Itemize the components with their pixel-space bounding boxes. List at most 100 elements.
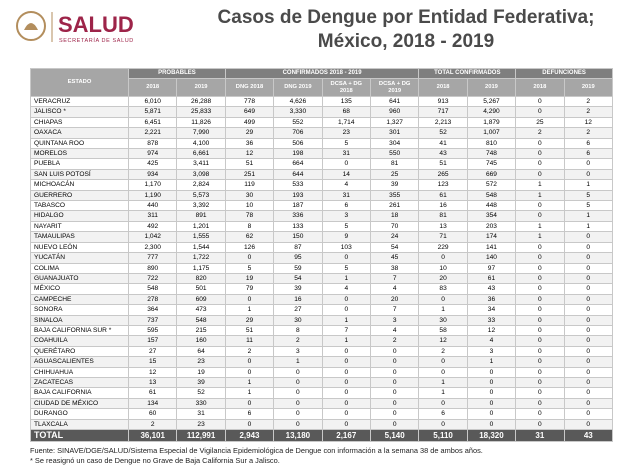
cell: 45: [369, 252, 420, 264]
cell: 61: [466, 272, 517, 285]
cell: 1: [418, 387, 468, 399]
cell: 140: [466, 252, 517, 264]
cell: 83: [418, 283, 468, 295]
cell: 2: [563, 127, 613, 139]
state-name: SONORA: [30, 304, 129, 316]
table-row: ZACATECAS 13 39 1 0 0 0 1 0 0 0: [30, 376, 613, 389]
cell: 0: [273, 418, 323, 431]
cell: 0: [321, 252, 371, 264]
logo-subtitle: SECRETARÍA DE SALUD: [59, 37, 134, 44]
total-cell: 13,180: [273, 429, 323, 442]
column-header: DCSA + DG 2018: [321, 78, 371, 97]
cell: 0: [321, 408, 371, 420]
cell: 913: [418, 95, 468, 108]
cell: 27: [273, 304, 323, 316]
cell: 215: [176, 324, 226, 337]
cell: 1: [224, 376, 275, 389]
total-cell: 2,943: [224, 429, 275, 442]
cell: 1: [515, 220, 565, 233]
cell: 3,098: [176, 168, 226, 181]
cell: 39: [273, 283, 323, 295]
title-line: Casos de Dengue por Entidad Federativa;: [217, 7, 595, 28]
cell: 0: [273, 376, 323, 389]
cell: 36: [224, 137, 275, 150]
cell: 71: [418, 231, 468, 243]
cell: 19: [224, 272, 275, 285]
cell: 126: [224, 241, 275, 254]
cell: 0: [369, 376, 420, 389]
cell: 24: [369, 231, 420, 243]
cell: 36: [466, 293, 517, 306]
cell: 0: [466, 397, 517, 410]
cell: 1: [515, 189, 565, 202]
cell: 25,833: [176, 106, 226, 118]
cell: 0: [515, 387, 565, 399]
table-row: CHIHUAHUA 12 19 0 0 0 0 0 0 0 0: [30, 366, 613, 378]
column-header: DCSA + DG 2019: [369, 78, 420, 97]
state-name: PUEBLA: [30, 158, 129, 170]
cell: 43: [418, 148, 468, 160]
cell: 54: [273, 272, 323, 285]
cell: 3,330: [273, 106, 323, 118]
total-cell: 43: [563, 429, 613, 442]
cell: 0: [321, 366, 371, 378]
state-name: QUERÉTARO: [30, 345, 129, 358]
cell: 157: [127, 335, 178, 347]
cell: 0: [466, 376, 517, 389]
cell: 2,221: [127, 127, 178, 139]
cell: 311: [127, 210, 178, 222]
footnotes: Fuente: SINAVE/DGE/SALUD/Sistema Especia…: [30, 446, 483, 466]
table-row: NUEVO LEÓN 2,300 1,544 126 87 103 54 229 141 0 0: [30, 241, 613, 254]
cell: 354: [466, 210, 517, 222]
cell: 4: [369, 283, 420, 295]
cell: 0: [273, 366, 323, 378]
cell: 1,714: [321, 116, 371, 129]
table-row: GUERRERO 1,190 5,573 30 193 31 355 61 548 1 5: [30, 189, 613, 202]
cell: 87: [273, 241, 323, 254]
cell: 7,990: [176, 127, 226, 139]
cell: 1: [321, 314, 371, 326]
cell: 548: [176, 314, 226, 326]
cell: 304: [369, 137, 420, 150]
cell: 0: [563, 366, 613, 378]
cell: 5: [563, 189, 613, 202]
table-row: GUANAJUATO 722 820 19 54 1 7 20 61 0 0: [30, 272, 613, 285]
cell: 5: [224, 262, 275, 274]
cell: 355: [369, 189, 420, 202]
cell: 1,879: [466, 116, 517, 129]
cell: 548: [127, 283, 178, 295]
cell: 0: [563, 241, 613, 254]
cell: 61: [418, 189, 468, 202]
cell: 1,175: [176, 262, 226, 274]
cell: 722: [127, 272, 178, 285]
emblem: [16, 11, 46, 41]
cell: 0: [321, 356, 371, 368]
cell: 135: [321, 95, 371, 108]
cell: 81: [369, 158, 420, 170]
table-row: TAMAULIPAS 1,042 1,555 62 150 9 24 71 174 1 0: [30, 231, 613, 243]
cell: 0: [563, 293, 613, 306]
cell: 0: [563, 272, 613, 285]
state-name: TAMAULIPAS: [30, 231, 129, 243]
cell: 5: [563, 200, 613, 212]
cell: 34: [466, 304, 517, 316]
cell: 0: [321, 345, 371, 358]
cell: 1,327: [369, 116, 420, 129]
cell: 0: [418, 418, 468, 431]
cell: 52: [418, 127, 468, 139]
cell: 31: [321, 189, 371, 202]
cell: 7: [369, 272, 420, 285]
table-row: JALISCO * 5,871 25,833 649 3,330 68 960 717 4,29…: [30, 106, 613, 118]
cell: 23: [176, 356, 226, 368]
cell: 4,626: [273, 95, 323, 108]
state-name: SAN LUIS POTOSÍ: [30, 168, 129, 181]
cell: 548: [466, 189, 517, 202]
cell: 0: [563, 262, 613, 274]
cell: 5,267: [466, 95, 517, 108]
cell: 0: [224, 356, 275, 368]
cell: 3,392: [176, 200, 226, 212]
cell: 12: [563, 116, 613, 129]
cell: 1,544: [176, 241, 226, 254]
cell: 7: [369, 304, 420, 316]
table-row: QUERÉTARO 27 64 2 3 0 0 2 3 0 0: [30, 345, 613, 358]
